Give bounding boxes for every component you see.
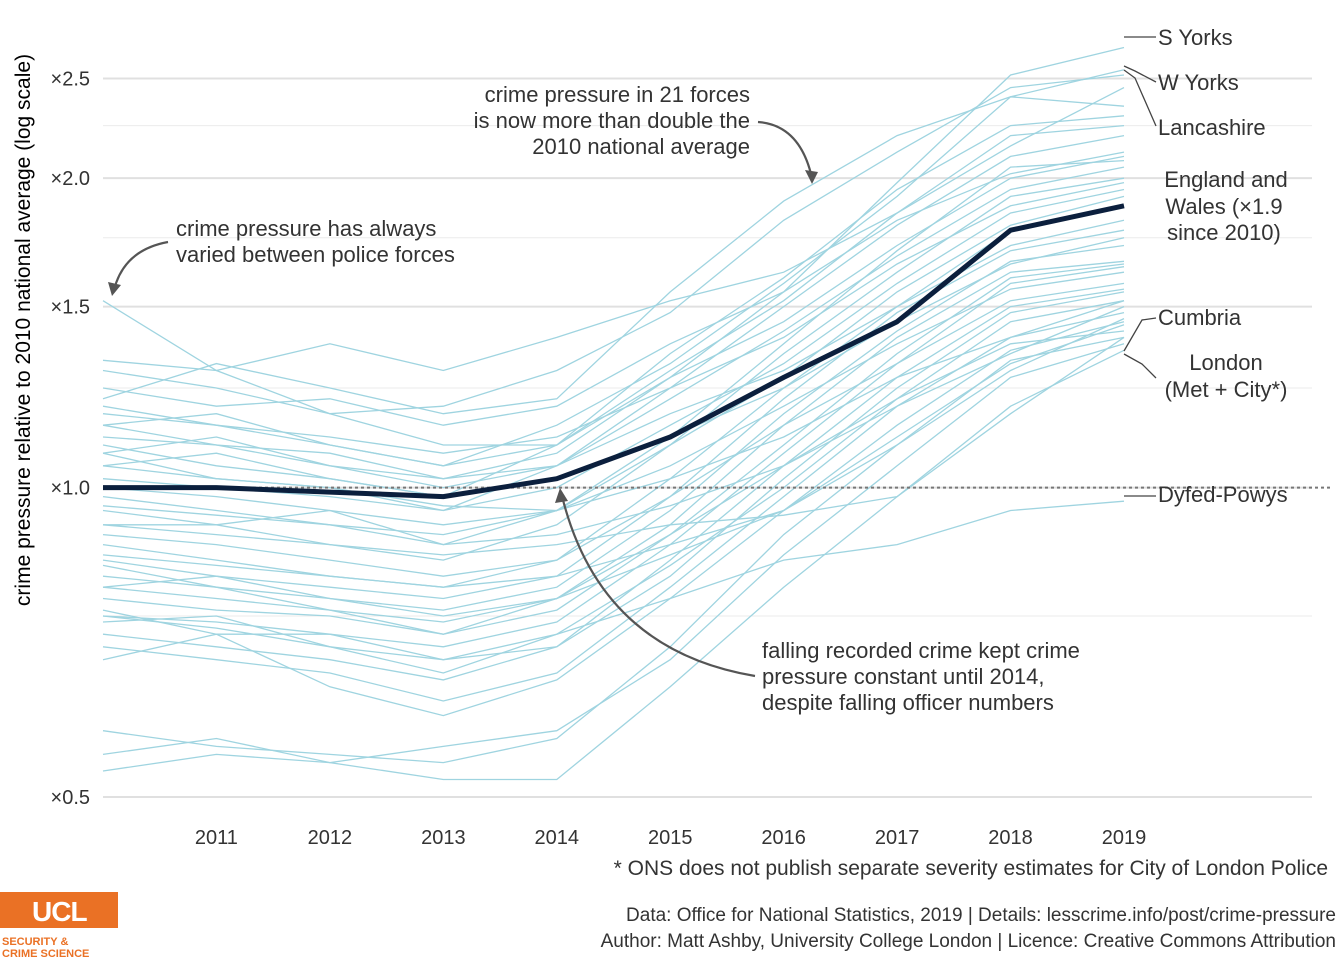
annotation-top-line3: 2010 national average [532,134,750,159]
force-line [102,229,1125,600]
y-tick-label: ×1.0 [51,478,90,500]
label-london-line1: London [1189,350,1262,375]
force-line [102,46,1125,446]
y-tick-label: ×2.0 [51,168,90,190]
annotation-bottom-line1: falling recorded crime kept crime [762,638,1080,663]
x-tick-label: 2013 [421,827,466,849]
ucl-logo-sub1: SECURITY & [2,936,69,948]
annotation-top-line1: crime pressure in 21 forces [485,82,750,107]
x-tick-label: 2019 [1102,827,1147,849]
force-line [102,166,1125,489]
annotation-top-arrow [757,120,814,179]
england-wales-line [103,203,1125,500]
x-axis-ticks: 2011 2012 2013 2014 2015 2016 2017 2018 2019 [195,827,1146,849]
cumbria-leader [1123,317,1157,352]
force-line [102,318,1125,588]
force-line [102,305,1125,546]
force-line [102,181,1125,454]
force-line [103,336,1125,556]
force-line [102,500,1125,661]
y-tick-label: ×0.5 [51,787,90,809]
label-london-line2: (Met + City*) [1165,377,1288,402]
london-leader [1123,353,1157,379]
label-lancashire: Lancashire [1158,115,1266,140]
force-line [102,282,1125,577]
label-ew-line2: Wales (×1.9 [1165,194,1282,219]
ucl-logo-sub2: CRIME SCIENCE [2,948,90,960]
w-yorks-leader [1123,65,1157,83]
label-dyfed-powys: Dyfed-Powys [1158,482,1288,507]
annotation-bottom-arrowhead [555,488,568,503]
x-tick-label: 2015 [648,827,693,849]
y-tick-label: ×1.5 [51,297,90,319]
force-line [102,343,1125,764]
force-line [102,300,1125,512]
x-tick-label: 2012 [308,827,353,849]
force-line [102,74,1125,415]
annotation-left-line2: varied between police forces [176,242,455,267]
annotation-left-arrow [112,240,169,291]
force-line [102,291,1125,661]
annotation-bottom-line3: despite falling officer numbers [762,690,1054,715]
caption-line1: Data: Office for National Statistics, 20… [626,905,1336,926]
force-line [102,205,1125,588]
annotation-left-line1: crime pressure has always [176,216,436,241]
force-line [102,260,1125,635]
force-line [102,155,1125,480]
force-line [102,300,1125,674]
force-series-lines [102,46,1125,781]
force-line [102,324,1125,623]
gridlines [103,77,1312,798]
x-tick-label: 2011 [195,827,238,849]
annotation-bottom-arrow [560,495,756,678]
y-axis-label: crime pressure relative to 2010 national… [12,54,35,606]
x-tick-label: 2018 [988,827,1033,849]
force-line [102,288,1125,681]
x-tick-label: 2016 [761,827,806,849]
label-ew-line3: since 2010) [1167,220,1281,245]
force-line [102,263,1125,617]
y-axis-ticks: ×0.5 ×1.0 ×1.5 ×2.0 ×2.5 [51,69,90,809]
force-labels [1123,36,1157,497]
label-cumbria: Cumbria [1158,305,1242,330]
label-ew-line1: England and [1164,167,1288,192]
annotation-bottom-line2: pressure constant until 2014, [762,664,1045,689]
label-w-yorks: W Yorks [1158,70,1239,95]
caption-line2: Author: Matt Ashby, University College L… [601,931,1336,952]
x-tick-label: 2014 [535,827,580,849]
force-line [102,115,1125,498]
force-line [102,244,1125,611]
force-line [102,266,1125,648]
force-line [102,349,1125,781]
force-line [102,96,1125,467]
force-line [102,330,1125,635]
force-line [102,69,1125,415]
force-line [102,195,1125,546]
force-line [102,151,1125,426]
footnote: * ONS does not publish separate severity… [614,857,1328,880]
force-line [102,321,1125,717]
annotation-left-arrowhead [108,282,121,296]
lancashire-leader [1123,69,1157,127]
annotation-top-line2: is now more than double the [474,108,750,133]
label-s-yorks: S Yorks [1158,25,1233,50]
ucl-logo-text: UCL [32,896,88,927]
ucl-logo [0,892,118,928]
y-tick-label: ×2.5 [51,69,90,91]
force-line [102,87,1125,372]
force-line [102,124,1125,467]
annotation-top-arrowhead [805,170,818,184]
x-tick-label: 2017 [875,827,920,849]
